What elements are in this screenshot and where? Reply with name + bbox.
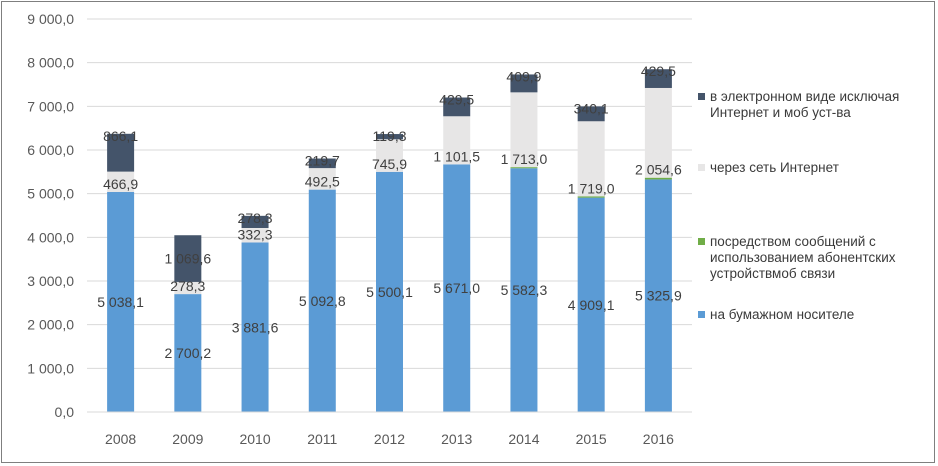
data-label: 3 881,6 (232, 319, 279, 335)
data-label: 1 713,0 (501, 151, 548, 167)
bar-segment (376, 139, 403, 172)
x-tick-label: 2009 (172, 431, 203, 447)
x-tick-label: 2008 (105, 431, 136, 447)
bar-segment (577, 197, 605, 412)
bar-segment (174, 294, 202, 412)
y-tick-label: 9 000,0 (27, 11, 74, 27)
bar-segment (644, 177, 672, 180)
bars (107, 69, 672, 412)
bar-segment (577, 121, 605, 197)
bar-segment (308, 168, 336, 190)
bar-segment (107, 171, 135, 193)
data-label: 5 500,1 (366, 284, 413, 300)
legend-label-paper: на бумажном носителе (710, 307, 855, 322)
data-label: 278,3 (170, 278, 205, 294)
bar-segment (241, 227, 269, 243)
legend-swatch-electronic (698, 93, 705, 100)
y-tick-label: 0,0 (55, 404, 75, 420)
x-axis-tick-labels: 2008 2009 2010 2011 2012 2013 2014 2015 2016 (105, 431, 674, 447)
legend-label-internet: через сеть Интернет (710, 160, 839, 175)
data-labels: 5 038,1 466,9 866,1 2 700,2 278,3 1 069,6 3 88… (97, 63, 682, 361)
data-label: 1 069,6 (164, 251, 211, 267)
legend-item-electronic: в электронном виде исключая Интернет и м… (698, 89, 938, 121)
data-label: 5 671,0 (433, 280, 480, 296)
data-label: 492,5 (305, 174, 340, 190)
bar-segment (577, 196, 605, 198)
bar-segment (376, 171, 403, 412)
x-tick-label: 2010 (239, 431, 270, 447)
data-label: 2 700,2 (164, 345, 211, 361)
bar-segment (510, 74, 538, 93)
data-label: 745,9 (372, 156, 407, 172)
y-tick-label: 6 000,0 (27, 142, 74, 158)
data-label: 2 054,6 (635, 162, 682, 178)
data-label: 5 092,8 (299, 293, 346, 309)
data-label: 332,3 (238, 227, 273, 243)
x-tick-label: 2011 (307, 431, 337, 447)
data-label: 5 038,1 (97, 294, 144, 310)
data-label: 866,1 (103, 128, 138, 144)
x-tick-label: 2014 (508, 431, 539, 447)
bar-segment (443, 164, 471, 412)
y-tick-label: 5 000,0 (27, 186, 74, 202)
data-label: 429,5 (641, 63, 676, 79)
x-tick-label: 2016 (643, 431, 674, 447)
data-label: 429,5 (439, 92, 474, 108)
y-tick-label: 4 000,0 (27, 229, 74, 245)
data-label: 1 719,0 (568, 180, 615, 196)
y-tick-label: 2 000,0 (27, 317, 74, 333)
legend-label-mobile: посредством сообщений с использованием а… (710, 234, 896, 281)
x-tick-label: 2012 (374, 431, 405, 447)
legend-swatch-mobile (698, 238, 705, 245)
bar-segment (241, 215, 269, 228)
legend-item-mobile: посредством сообщений с использованием а… (698, 234, 938, 282)
y-axis-tick-labels: 0,0 1 000,0 2 000,0 3 000,0 4 000,0 5 000,0 6 … (27, 11, 74, 420)
data-label: 1 101,5 (433, 148, 480, 164)
legend-swatch-paper (698, 311, 705, 318)
x-tick-label: 2015 (576, 431, 607, 447)
bar-segment (577, 106, 605, 122)
data-label: 340,1 (574, 100, 609, 116)
bar-segment (510, 168, 538, 412)
bar-segment (376, 134, 403, 140)
legend-item-paper: на бумажном носителе (698, 307, 938, 323)
data-label: 119,3 (373, 128, 407, 144)
bar-segment (510, 92, 538, 168)
bar-segment (174, 281, 202, 295)
x-tick-label: 2013 (441, 431, 472, 447)
bar-segment (443, 116, 471, 165)
bar-segment (107, 133, 135, 172)
data-label: 5 582,3 (501, 282, 548, 298)
data-label: 5 325,9 (635, 288, 682, 304)
bar-segment (107, 192, 135, 412)
bar-segment (644, 87, 672, 178)
y-tick-label: 7 000,0 (27, 98, 74, 114)
bar-segment (443, 97, 471, 117)
data-label: 4 909,1 (568, 297, 615, 313)
y-tick-label: 3 000,0 (27, 273, 74, 289)
data-label: 409,9 (506, 68, 541, 84)
bar-segment (644, 179, 672, 412)
data-label: 278,3 (238, 210, 273, 226)
legend-label-electronic: в электронном виде исключая Интернет и м… (710, 89, 900, 120)
bar-segment (241, 242, 269, 412)
y-tick-label: 8 000,0 (27, 55, 74, 71)
data-label: 466,9 (103, 176, 138, 192)
y-tick-label: 1 000,0 (27, 360, 74, 376)
legend-swatch-internet (698, 164, 705, 171)
bar-segment (308, 189, 336, 412)
legend-item-internet: через сеть Интернет (698, 160, 938, 176)
bar-segment (174, 235, 202, 282)
bar-segment (308, 158, 336, 169)
bar-segment (644, 69, 672, 88)
data-label: 219,7 (305, 153, 340, 169)
bar-segment (510, 167, 538, 169)
